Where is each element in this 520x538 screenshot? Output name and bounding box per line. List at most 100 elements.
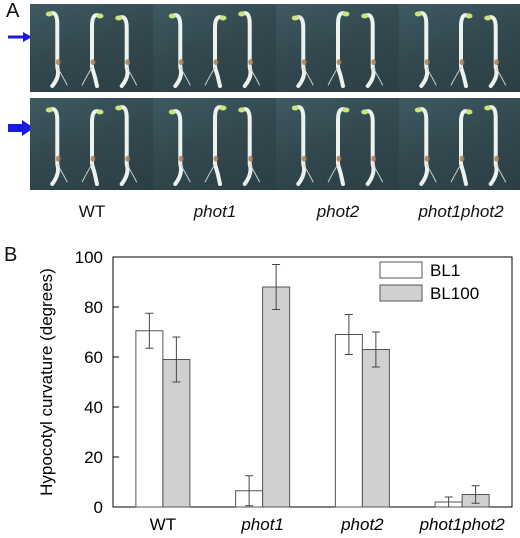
seedling-root [179,163,191,183]
photo-phot1phot2-row1 [399,4,520,92]
seedling-root [372,163,384,183]
seedlings-drawing [291,11,384,88]
seedling-stem [336,107,348,186]
x-tick-label: phot1 [240,515,284,534]
seedling-seed-coat [371,155,377,162]
x-tick-label: phot2 [340,515,384,534]
panel-a-letter: A [6,0,20,22]
seedling-seed-coat [494,59,500,66]
seedling-seed-coat [178,59,184,66]
legend-label: BL1 [430,261,460,280]
seedlings-drawing [45,105,138,186]
seedling-cotyledon [484,15,492,21]
seedling-cotyledon [465,13,473,19]
seedling-cotyledon [361,13,369,19]
seedling-root [56,163,68,183]
seedling-cotyledon [342,107,350,113]
seedling-cotyledon [414,107,422,113]
seedling-root [450,67,462,86]
seedling-root [204,163,216,183]
seedling-cotyledon [465,109,473,115]
seedling-seed-coat [301,59,307,66]
seedling-stem [293,105,307,186]
y-tick-label: 0 [94,498,103,517]
legend-swatch [379,261,423,279]
seedling-cotyledon [45,107,53,113]
photo-wt-row2 [30,98,154,190]
seedling-seed-coat [90,59,96,66]
genotype-label-phot1phot2: phot1phot2 [418,202,504,221]
photo-phot1-row1 [153,4,277,92]
seedling-stem [239,11,253,88]
photo-phot2-row2 [276,98,400,190]
photo-phot1phot2-row2 [399,98,520,190]
x-tick-label: phot1phot2 [419,515,506,534]
seedling-root [327,163,339,183]
seedling-cotyledon [168,13,176,19]
seedling-stem [459,13,471,88]
seedling-stem [239,107,253,186]
seedling-seed-coat [213,155,219,162]
photo-phot1-row2 [153,98,277,190]
genotype-label-phot1: phot1 [193,202,237,221]
seedling-stem [116,105,130,186]
seedling-stem [416,107,430,186]
seedling-root [249,163,261,183]
seedlings-drawing [414,105,507,186]
y-tick-label: 80 [84,298,103,317]
seedling-cotyledon [342,11,350,17]
seedling-seed-coat [494,155,500,162]
seedling-seed-coat [213,59,219,66]
seedling-cotyledon [115,105,123,111]
seedling-cotyledon [219,105,227,111]
seedling-cotyledon [291,105,299,111]
seedling-root [302,163,314,183]
seedling-seed-coat [424,59,430,66]
seedling-cotyledon [96,13,104,19]
seedling-root [495,163,507,183]
seedling-root [204,67,216,86]
seedling-root [179,67,191,86]
seedling-stem [47,107,61,186]
seedling-cotyledon [238,107,246,113]
photo-wt-row1 [30,4,154,92]
seedling-stem [416,11,430,88]
seedling-root [302,67,314,86]
seedling-stem [362,109,376,186]
seedling-stem [213,15,225,88]
seedling-seed-coat [55,59,61,66]
seedling-seed-coat [248,155,254,162]
seedling-seed-coat [336,59,342,66]
seedling-cotyledon [115,15,123,21]
seedling-seed-coat [371,59,377,66]
y-tick-label: 60 [84,348,103,367]
y-tick-label: 40 [84,398,103,417]
seedling-root [81,163,93,183]
plot-frame [112,256,513,508]
seedling-seed-coat [125,155,131,162]
genotype-label-phot2: phot2 [316,202,360,221]
arrow-right-thick-icon [8,120,34,136]
seedling-seed-coat [459,59,465,66]
seedling-stem [485,15,499,88]
seedling-cotyledon [484,105,492,111]
seedling-root [81,67,93,86]
seedling-root [249,67,261,86]
seedling-stem [459,109,471,186]
bar [334,334,363,508]
seedling-root [425,67,437,86]
seedling-seed-coat [248,59,254,66]
seedling-stem [170,13,184,88]
seedling-root [372,67,384,86]
seedling-stem [47,11,61,88]
seedling-root [425,163,437,183]
seedling-stem [336,11,348,88]
seedling-stem [90,13,102,88]
seedling-cotyledon [238,11,246,17]
seedlings-drawing [414,11,507,88]
seedlings-drawing [168,11,261,88]
y-axis-label: Hypocotyl curvature (degrees) [37,268,56,496]
seedling-seed-coat [424,155,430,162]
seedling-stem [116,15,130,88]
arrow-right-thin-icon [8,32,32,42]
